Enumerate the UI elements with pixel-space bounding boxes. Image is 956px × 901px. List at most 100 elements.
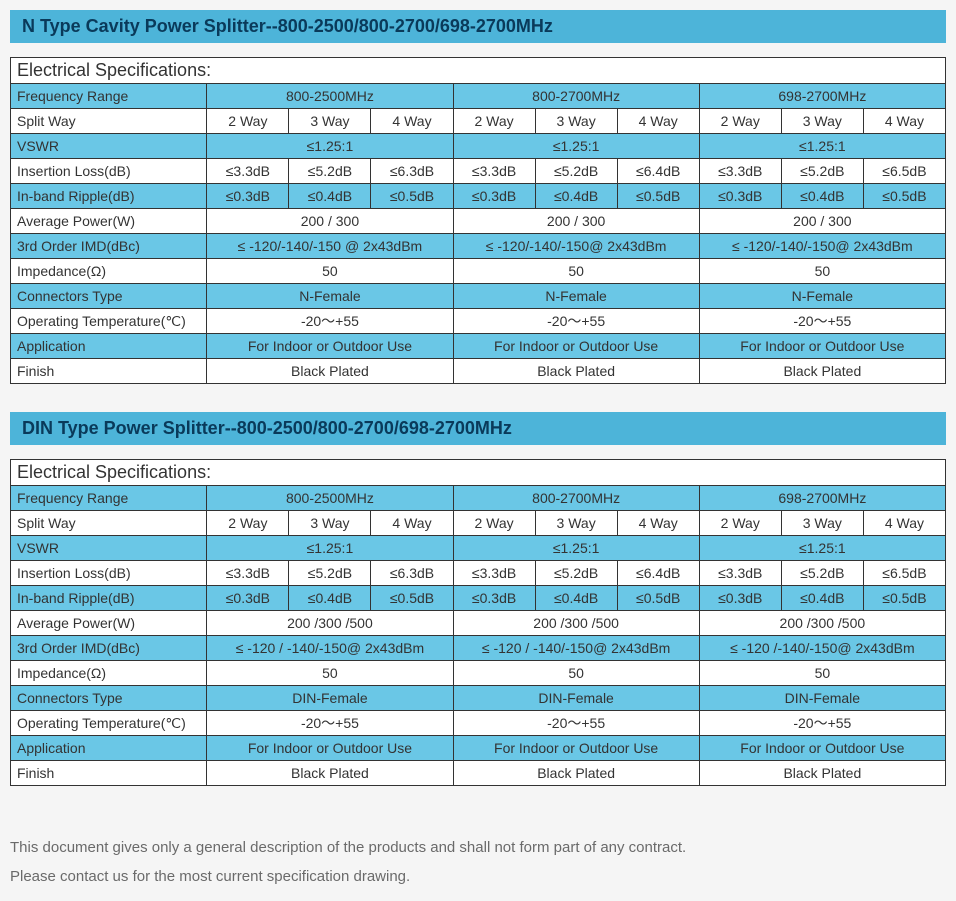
spec-cell: Black Plated	[699, 359, 945, 384]
spec-cell: ≤0.5dB	[371, 586, 453, 611]
spec-cell: 200 /300 /500	[207, 611, 453, 636]
row-label-split-way: Split Way	[11, 511, 207, 536]
split-way-cell: 4 Way	[863, 511, 945, 536]
split-way-cell: 2 Way	[453, 511, 535, 536]
spec-cell: Black Plated	[699, 761, 945, 786]
spec-cell: ≤ -120 /-140/-150@ 2x43dBm	[699, 636, 945, 661]
spec-cell: ≤5.2dB	[535, 159, 617, 184]
spec-cell: -20～+55	[207, 711, 453, 736]
spec-cell: For Indoor or Outdoor Use	[453, 736, 699, 761]
spec-cell: ≤6.4dB	[617, 561, 699, 586]
spec-cell: -20～+55	[699, 309, 945, 334]
split-way-cell: 2 Way	[453, 109, 535, 134]
row-label: Average Power(W)	[11, 209, 207, 234]
split-way-cell: 3 Way	[535, 109, 617, 134]
spec-cell: 50	[453, 259, 699, 284]
spec-cell: ≤0.4dB	[289, 184, 371, 209]
spec-cell: ≤ -120/-140/-150@ 2x43dBm	[699, 234, 945, 259]
row-label: 3rd Order IMD(dBc)	[11, 234, 207, 259]
spec-cell: 200 /300 /500	[699, 611, 945, 636]
spec-cell: ≤5.2dB	[781, 159, 863, 184]
spec-cell: 200 / 300	[453, 209, 699, 234]
footnote-line-1: This document gives only a general descr…	[10, 834, 946, 863]
spec-cell: ≤1.25:1	[699, 536, 945, 561]
spec-cell: ≤6.4dB	[617, 159, 699, 184]
spec-cell: ≤0.5dB	[617, 184, 699, 209]
spec-cell: ≤3.3dB	[453, 159, 535, 184]
freq-range-cell: 800-2500MHz	[207, 486, 453, 511]
spec-cell: ≤0.4dB	[535, 184, 617, 209]
spec-cell: ≤0.4dB	[289, 586, 371, 611]
spec-cell: ≤6.5dB	[863, 561, 945, 586]
split-way-cell: 2 Way	[207, 511, 289, 536]
spec-table: Electrical Specifications:Frequency Rang…	[10, 459, 946, 786]
row-label: Application	[11, 736, 207, 761]
row-label: Impedance(Ω)	[11, 661, 207, 686]
freq-range-cell: 800-2500MHz	[207, 84, 453, 109]
spec-cell: ≤0.4dB	[781, 586, 863, 611]
split-way-cell: 3 Way	[535, 511, 617, 536]
split-way-cell: 4 Way	[617, 109, 699, 134]
spec-cell: ≤0.5dB	[617, 586, 699, 611]
spec-cell: 200 / 300	[207, 209, 453, 234]
row-label-frequency-range: Frequency Range	[11, 486, 207, 511]
spec-cell: ≤3.3dB	[207, 159, 289, 184]
spec-cell: ≤0.3dB	[453, 184, 535, 209]
spec-cell: -20～+55	[699, 711, 945, 736]
row-label: In-band Ripple(dB)	[11, 586, 207, 611]
split-way-cell: 3 Way	[289, 511, 371, 536]
row-label: Finish	[11, 761, 207, 786]
row-label-frequency-range: Frequency Range	[11, 84, 207, 109]
spec-cell: For Indoor or Outdoor Use	[699, 736, 945, 761]
spec-cell: N-Female	[453, 284, 699, 309]
row-label: Insertion Loss(dB)	[11, 159, 207, 184]
spec-cell: ≤1.25:1	[699, 134, 945, 159]
spec-cell: ≤1.25:1	[207, 134, 453, 159]
spec-cell: For Indoor or Outdoor Use	[207, 736, 453, 761]
spec-cell: ≤0.3dB	[207, 184, 289, 209]
spec-cell: 200 /300 /500	[453, 611, 699, 636]
spec-cell: 50	[207, 259, 453, 284]
spec-cell: N-Female	[699, 284, 945, 309]
row-label: VSWR	[11, 134, 207, 159]
spec-cell: 50	[699, 661, 945, 686]
spec-cell: ≤6.3dB	[371, 159, 453, 184]
spec-cell: N-Female	[207, 284, 453, 309]
footnote: This document gives only a general descr…	[10, 834, 946, 891]
row-label: Insertion Loss(dB)	[11, 561, 207, 586]
spec-cell: For Indoor or Outdoor Use	[699, 334, 945, 359]
spec-cell: ≤ -120 / -140/-150@ 2x43dBm	[453, 636, 699, 661]
spec-cell: -20～+55	[207, 309, 453, 334]
spec-cell: DIN-Female	[207, 686, 453, 711]
row-label: VSWR	[11, 536, 207, 561]
spec-cell: ≤5.2dB	[289, 561, 371, 586]
row-label: 3rd Order IMD(dBc)	[11, 636, 207, 661]
spec-cell: ≤1.25:1	[453, 536, 699, 561]
spec-cell: ≤0.5dB	[371, 184, 453, 209]
spec-cell: ≤0.3dB	[207, 586, 289, 611]
spec-cell: ≤0.4dB	[781, 184, 863, 209]
spec-cell: ≤0.5dB	[863, 586, 945, 611]
spec-cell: For Indoor or Outdoor Use	[453, 334, 699, 359]
spec-header: Electrical Specifications:	[11, 460, 946, 486]
spec-cell: ≤3.3dB	[699, 159, 781, 184]
split-way-cell: 2 Way	[699, 109, 781, 134]
section-title: DIN Type Power Splitter--800-2500/800-27…	[10, 412, 946, 445]
spec-cell: ≤0.5dB	[863, 184, 945, 209]
spec-cell: ≤5.2dB	[781, 561, 863, 586]
spec-cell: -20～+55	[453, 711, 699, 736]
spec-cell: ≤ -120 / -140/-150@ 2x43dBm	[207, 636, 453, 661]
spec-cell: ≤3.3dB	[453, 561, 535, 586]
section-title: N Type Cavity Power Splitter--800-2500/8…	[10, 10, 946, 43]
spec-table: Electrical Specifications:Frequency Rang…	[10, 57, 946, 384]
spec-cell: 50	[699, 259, 945, 284]
spec-cell: DIN-Female	[699, 686, 945, 711]
spec-cell: ≤0.3dB	[699, 184, 781, 209]
freq-range-cell: 800-2700MHz	[453, 84, 699, 109]
row-label: Impedance(Ω)	[11, 259, 207, 284]
split-way-cell: 4 Way	[617, 511, 699, 536]
spec-cell: For Indoor or Outdoor Use	[207, 334, 453, 359]
spec-cell: Black Plated	[453, 761, 699, 786]
spec-cell: Black Plated	[453, 359, 699, 384]
spec-cell: ≤1.25:1	[453, 134, 699, 159]
